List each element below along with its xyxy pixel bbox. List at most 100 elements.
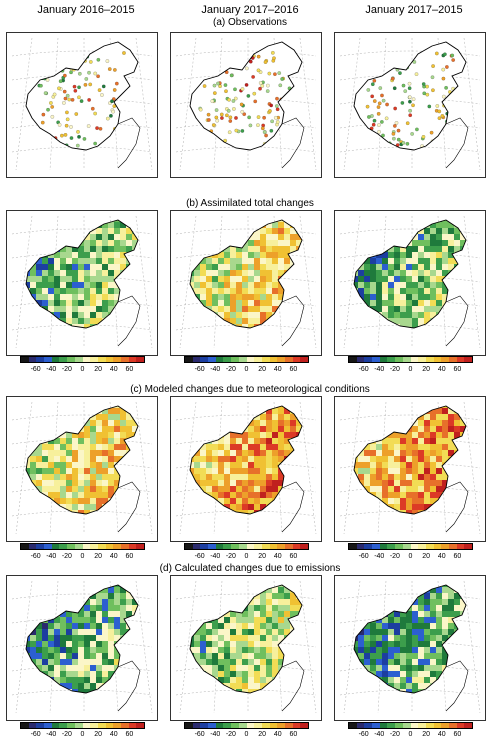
- grid-cell: [90, 623, 96, 629]
- parallel-line: [339, 324, 481, 331]
- grid-cell: [248, 264, 254, 270]
- grid-cell: [66, 585, 72, 587]
- grid-cell: [60, 312, 66, 318]
- grid-cell: [430, 306, 436, 312]
- grid-cell: [66, 336, 72, 342]
- grid-cell: [364, 234, 370, 240]
- grid-cell: [72, 220, 78, 222]
- grid-cell: [54, 641, 60, 647]
- grid-cell: [412, 288, 418, 294]
- grid-cell: [138, 330, 144, 336]
- grid-cell: [132, 516, 138, 522]
- grid-cell: [194, 528, 200, 534]
- grid-cell: [72, 222, 78, 228]
- grid-cell: [30, 288, 36, 294]
- grid-cell: [254, 420, 260, 426]
- grid-cell: [388, 498, 394, 504]
- grid-cell: [108, 695, 114, 701]
- grid-cell: [54, 264, 60, 270]
- grid-cell: [150, 228, 156, 234]
- station-dot: [262, 130, 267, 134]
- grid-cell: [242, 522, 248, 528]
- grid-cell: [102, 498, 108, 504]
- grid-cell: [406, 492, 412, 498]
- grid-cell: [12, 258, 18, 264]
- grid-cell: [30, 348, 36, 354]
- grid-cell: [42, 575, 48, 581]
- grid-cell: [30, 234, 36, 240]
- grid-cell: [66, 665, 72, 671]
- grid-cell: [394, 498, 400, 504]
- grid-cell: [260, 228, 266, 234]
- grid-cell: [340, 468, 346, 474]
- grid-cell: [90, 695, 96, 701]
- grid-cell: [138, 593, 144, 599]
- grid-cell: [406, 498, 412, 504]
- grid-cell: [108, 587, 114, 593]
- grid-cell: [96, 665, 102, 671]
- grid-cell: [120, 653, 126, 659]
- grid-cell: [78, 408, 84, 414]
- grid-cell: [12, 288, 18, 294]
- grid-cell: [442, 406, 448, 408]
- grid-cell: [382, 258, 388, 264]
- grid-cell: [430, 468, 436, 474]
- grid-cell: [472, 258, 478, 264]
- station-dot: [233, 87, 237, 92]
- grid-cell: [60, 611, 66, 617]
- grid-cell: [188, 528, 194, 534]
- grid-cell: [272, 480, 278, 486]
- grid-cell: [382, 522, 388, 528]
- grid-cell: [358, 438, 364, 444]
- grid-cell: [54, 587, 60, 593]
- grid-cell: [412, 300, 418, 306]
- grid-cell: [194, 414, 200, 420]
- country-fill: [190, 42, 302, 150]
- grid-cell: [96, 671, 102, 677]
- grid-cell: [18, 468, 24, 474]
- grid-cell: [66, 641, 72, 647]
- grid-cell: [424, 282, 430, 288]
- grid-cell: [424, 318, 430, 324]
- station-dot: [412, 60, 417, 64]
- grid-cell: [394, 318, 400, 324]
- station-dot: [43, 91, 48, 95]
- station-dot: [441, 76, 446, 81]
- grid-cell: [266, 456, 272, 462]
- station-dot: [100, 93, 104, 97]
- grid-cell: [102, 252, 108, 258]
- grid-cell: [182, 462, 188, 468]
- grid-cell: [90, 575, 96, 581]
- grid-cell: [150, 288, 156, 294]
- grid-cell: [290, 288, 296, 294]
- grid-cell: [376, 306, 382, 312]
- grid-cell: [60, 486, 66, 492]
- grid-cell: [314, 324, 320, 330]
- grid-cell: [314, 420, 320, 426]
- grid-cell: [12, 306, 18, 312]
- station-dot: [258, 81, 263, 85]
- grid-cell: [84, 306, 90, 312]
- grid-cell: [302, 288, 308, 294]
- grid-cell: [60, 677, 66, 683]
- grid-cell: [200, 258, 206, 264]
- grid-cell: [466, 276, 472, 282]
- grid-cell: [242, 468, 248, 474]
- grid-cell: [66, 623, 72, 629]
- grid-cell: [176, 294, 182, 300]
- grid-cell: [478, 300, 484, 306]
- grid-cell: [54, 240, 60, 246]
- grid-cell: [78, 462, 84, 468]
- grid-cell: [266, 342, 272, 348]
- grid-cell: [108, 300, 114, 306]
- grid-cell: [30, 492, 36, 498]
- grid-cell: [48, 641, 54, 647]
- grid-cell: [60, 324, 66, 328]
- grid-cell: [12, 683, 18, 689]
- grid-cell: [90, 462, 96, 468]
- grid-cell: [382, 336, 388, 342]
- grid-cell: [388, 528, 394, 534]
- grid-cell: [114, 312, 120, 318]
- grid-cell: [212, 336, 218, 342]
- grid-cell: [78, 432, 84, 438]
